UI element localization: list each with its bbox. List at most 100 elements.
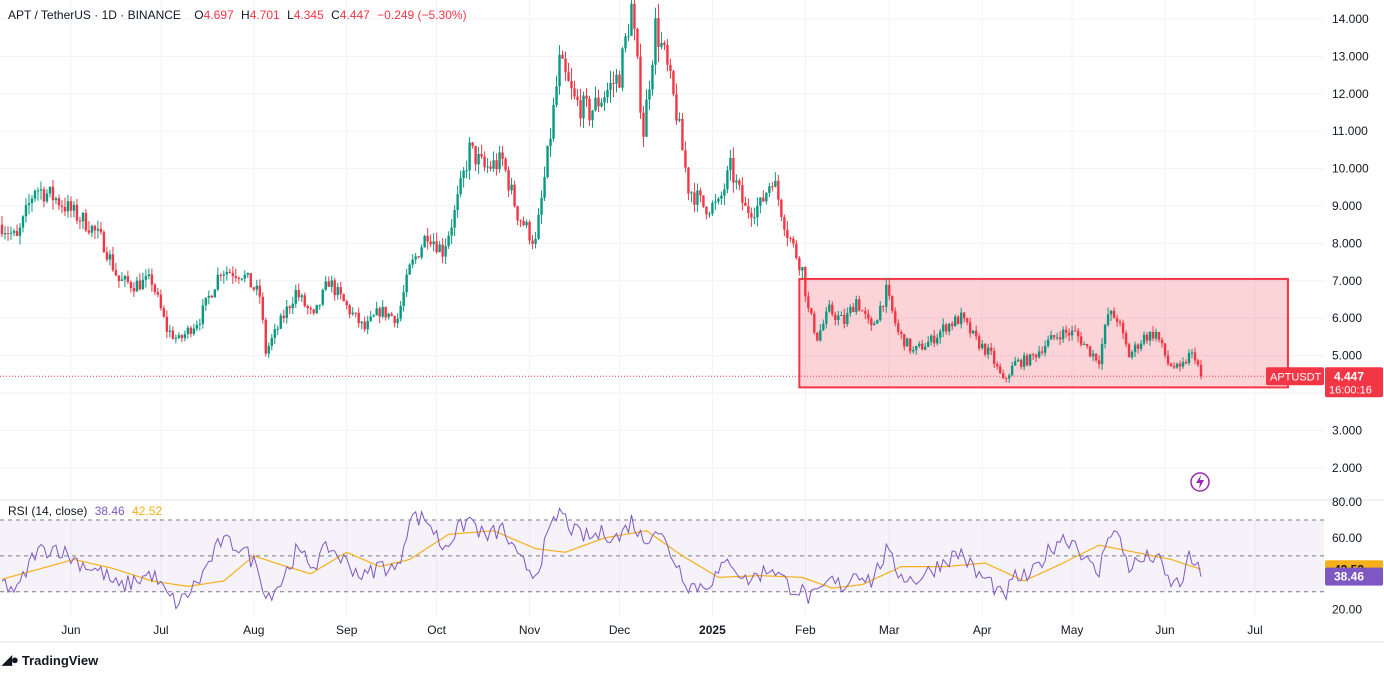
- candle-body: [639, 56, 642, 113]
- candle-body: [1007, 375, 1011, 379]
- close-value: 4.447: [339, 8, 370, 22]
- candle-body: [18, 227, 22, 236]
- candle-body: [342, 294, 345, 302]
- candle-body: [1052, 335, 1056, 338]
- candle-body: [654, 18, 657, 65]
- candle-body: [276, 328, 279, 330]
- candle-body: [995, 363, 999, 367]
- candle-body: [144, 276, 148, 280]
- candle-body: [243, 274, 246, 279]
- candle-body: [1169, 363, 1173, 367]
- candle-body: [552, 104, 555, 139]
- candle-body: [225, 271, 229, 275]
- candle-body: [612, 82, 615, 84]
- x-tick-label: Oct: [427, 623, 446, 637]
- candle-body: [432, 241, 435, 245]
- candle-body: [633, 3, 636, 29]
- candle-body: [216, 274, 220, 290]
- candle-body: [1037, 351, 1041, 358]
- close-label: C: [331, 8, 340, 22]
- rsi-title[interactable]: RSI (14, close): [8, 504, 88, 518]
- candle-body: [642, 112, 645, 137]
- candle-body: [1016, 359, 1020, 362]
- candle-body: [534, 238, 537, 244]
- candle-body: [708, 213, 711, 215]
- open-label: O: [194, 8, 204, 22]
- candle-body: [558, 54, 561, 87]
- candle-body: [939, 331, 942, 338]
- candle-body: [912, 349, 915, 352]
- candle-body: [648, 89, 651, 100]
- candle-body: [171, 330, 175, 339]
- candle-body: [462, 170, 465, 179]
- candle-body: [273, 329, 276, 338]
- candle-body: [663, 42, 666, 46]
- tradingview-logo[interactable]: ◢● TradingView: [2, 652, 98, 668]
- candle-body: [756, 205, 759, 218]
- candle-body: [1031, 354, 1035, 356]
- candle-body: [846, 313, 849, 325]
- candle-body: [1172, 366, 1176, 368]
- y-tick-label: 14.000: [1332, 12, 1369, 26]
- candle-body: [417, 256, 420, 258]
- candle-body: [717, 198, 720, 202]
- candle-body: [351, 312, 354, 315]
- candle-body: [600, 102, 603, 107]
- candle-body: [525, 222, 528, 226]
- candle-body: [447, 235, 450, 247]
- candle-body: [555, 86, 558, 105]
- candle-body: [327, 281, 330, 287]
- candle-body: [120, 279, 124, 281]
- candle-body: [510, 184, 513, 191]
- candle-body: [1178, 363, 1182, 367]
- candle-body: [741, 185, 744, 203]
- candle-body: [951, 323, 954, 327]
- candle-body: [636, 28, 639, 57]
- x-tick-label: Apr: [973, 623, 992, 637]
- candle-body: [771, 186, 774, 188]
- candle-body: [357, 312, 360, 324]
- candle-body: [971, 330, 975, 334]
- candle-body: [780, 199, 783, 218]
- candle-body: [684, 150, 687, 168]
- candle-body: [444, 246, 447, 257]
- candle-body: [702, 195, 705, 207]
- candle-body: [177, 335, 181, 338]
- candle-body: [405, 274, 408, 293]
- symbol-title[interactable]: APT / TetherUS · 1D · BINANCE: [8, 8, 181, 22]
- candle-body: [624, 36, 627, 49]
- price-tag-value: 4.447: [1334, 369, 1364, 383]
- low-value: 4.345: [293, 8, 324, 22]
- candle-body: [1001, 373, 1005, 379]
- candle-body: [1004, 378, 1008, 380]
- candle-body: [348, 305, 351, 315]
- candle-body: [294, 289, 297, 304]
- candle-body: [792, 238, 795, 244]
- candle-body: [48, 186, 52, 194]
- candle-body: [828, 304, 831, 312]
- candle-body: [36, 190, 40, 192]
- candle-body: [789, 238, 792, 240]
- candle-body: [165, 316, 169, 332]
- candle-body: [1034, 354, 1038, 358]
- candle-body: [441, 244, 444, 257]
- rsi-y-tick-label: 20.00: [1332, 603, 1362, 617]
- candle-body: [1025, 355, 1029, 366]
- candle-body: [711, 202, 714, 214]
- candle-body: [39, 189, 43, 191]
- y-tick-label: 10.000: [1332, 162, 1369, 176]
- candle-body: [834, 314, 837, 320]
- rsi-header: RSI (14, close) 38.46 42.52: [8, 504, 162, 518]
- candle-body: [450, 227, 453, 236]
- candle-body: [66, 201, 70, 212]
- candle-body: [1112, 310, 1116, 319]
- candle-body: [840, 314, 843, 316]
- candle-body: [360, 321, 363, 324]
- candle-body: [123, 276, 127, 280]
- candle-body: [213, 289, 217, 298]
- candle-body: [111, 254, 115, 271]
- candle-body: [1199, 364, 1203, 377]
- x-tick-label: Feb: [795, 623, 816, 637]
- candle-body: [222, 274, 226, 276]
